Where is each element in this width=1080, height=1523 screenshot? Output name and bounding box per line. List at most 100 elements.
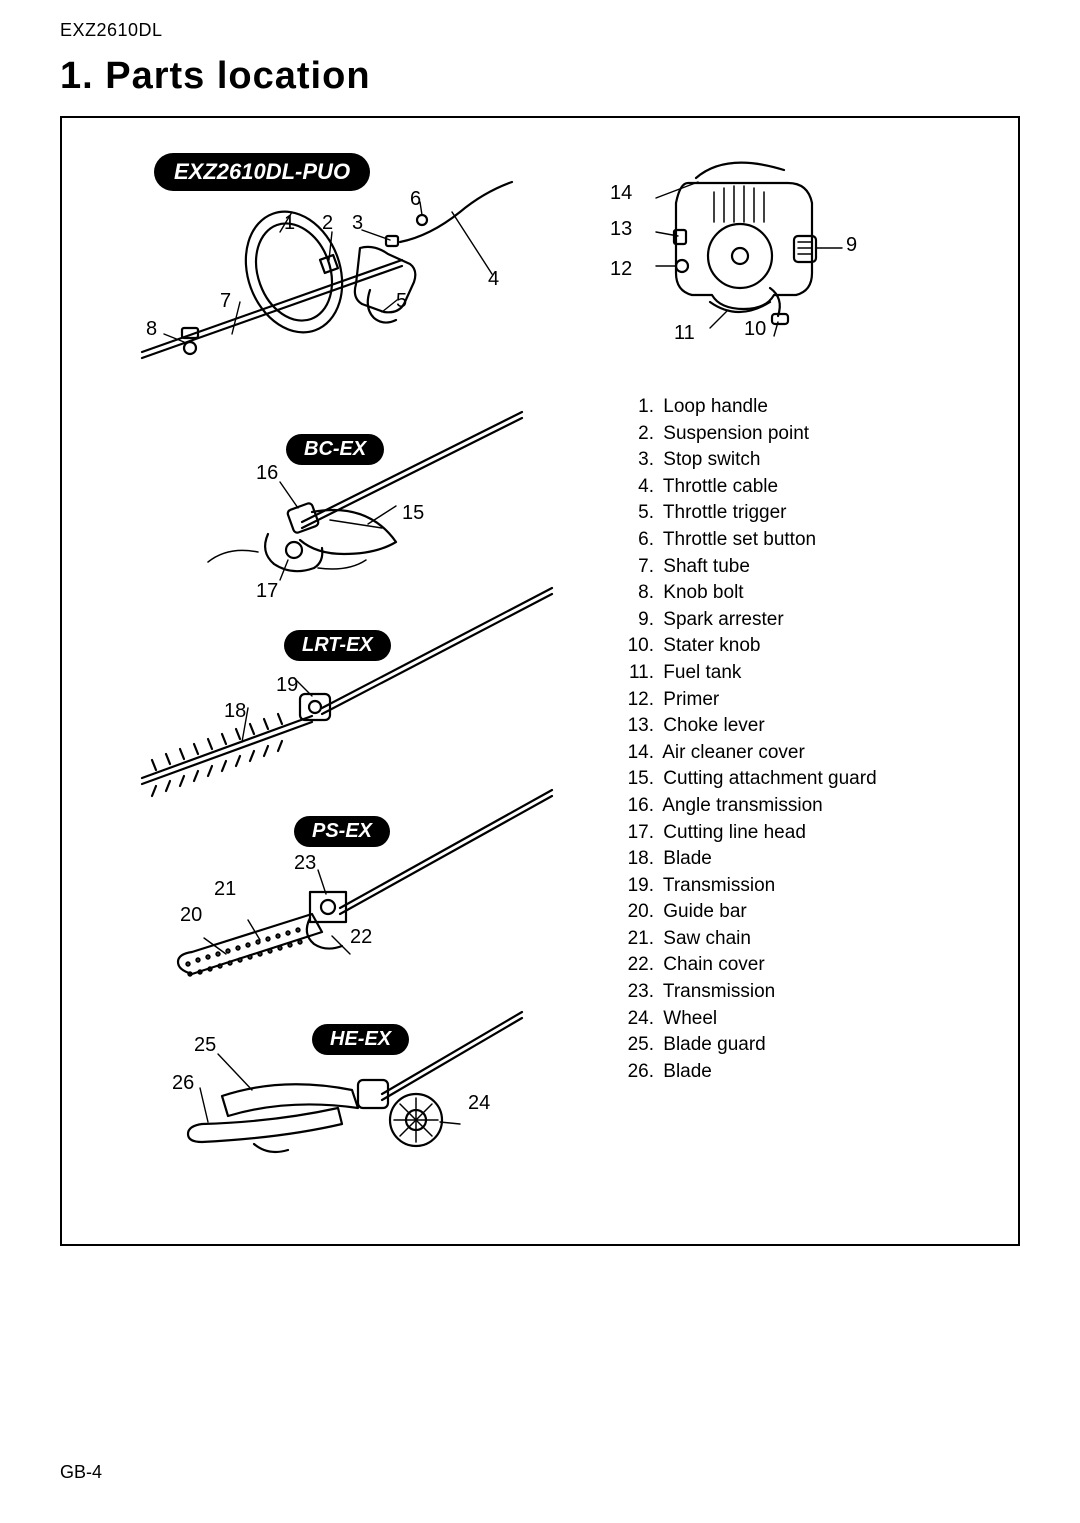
parts-list-row: 2. Suspension point (624, 421, 877, 448)
parts-list-num: 3. (624, 447, 654, 474)
callout-21: 21 (214, 878, 236, 901)
callout-4: 4 (488, 268, 499, 291)
parts-list-text: Blade (658, 1061, 712, 1082)
parts-list-row: 3. Stop switch (624, 447, 877, 474)
callout-18: 18 (224, 700, 246, 723)
parts-list-num: 19. (624, 873, 654, 900)
parts-list-text: Blade (658, 848, 712, 869)
parts-list-row: 24. Wheel (624, 1006, 877, 1033)
callout-20: 20 (180, 904, 202, 927)
parts-list-text: Throttle set button (658, 529, 816, 550)
parts-list-num: 23. (624, 979, 654, 1006)
parts-list-text: Air cleaner cover (658, 742, 805, 763)
parts-list-row: 23. Transmission (624, 979, 877, 1006)
parts-list-text: Throttle cable (658, 476, 778, 497)
parts-list-row: 1. Loop handle (624, 394, 877, 421)
callout-1: 1 (284, 212, 295, 235)
parts-list-text: Throttle trigger (658, 502, 786, 523)
parts-list-row: 16. Angle transmission (624, 793, 877, 820)
callout-2: 2 (322, 212, 333, 235)
parts-list-text: Transmission (658, 875, 775, 896)
parts-list-row: 20. Guide bar (624, 899, 877, 926)
parts-list-row: 12. Primer (624, 687, 877, 714)
callout-12: 12 (610, 258, 632, 281)
parts-list-row: 10. Stater knob (624, 633, 877, 660)
parts-list-row: 13. Choke lever (624, 713, 877, 740)
parts-list-num: 10. (624, 633, 654, 660)
parts-list-num: 18. (624, 846, 654, 873)
section-title: 1. Parts location (60, 55, 1020, 98)
figure-lrt (122, 578, 562, 798)
parts-list-num: 16. (624, 793, 654, 820)
parts-list-text: Cutting line head (658, 822, 806, 843)
parts-list-text: Knob bolt (658, 582, 744, 603)
parts-list-num: 6. (624, 527, 654, 554)
parts-list-text: Angle transmission (658, 795, 823, 816)
parts-list-num: 26. (624, 1059, 654, 1086)
header-model: EXZ2610DL (60, 20, 1020, 41)
callout-14: 14 (610, 182, 632, 205)
parts-list-num: 13. (624, 713, 654, 740)
parts-list-row: 21. Saw chain (624, 926, 877, 953)
callout-11: 11 (674, 322, 695, 345)
callout-8: 8 (146, 318, 157, 341)
callout-24: 24 (468, 1092, 490, 1115)
callout-25: 25 (194, 1034, 216, 1057)
callout-6: 6 (410, 188, 421, 211)
parts-list-row: 19. Transmission (624, 873, 877, 900)
callout-13: 13 (610, 218, 632, 241)
parts-list-num: 2. (624, 421, 654, 448)
parts-list-row: 8. Knob bolt (624, 580, 877, 607)
parts-list-text: Fuel tank (658, 662, 741, 683)
parts-list-num: 21. (624, 926, 654, 953)
parts-list-text: Guide bar (658, 901, 747, 922)
figure-powerhead (122, 152, 552, 382)
callout-23: 23 (294, 852, 316, 875)
parts-list-num: 5. (624, 500, 654, 527)
page-number: GB-4 (60, 1462, 102, 1483)
parts-list-num: 17. (624, 820, 654, 847)
callout-10: 10 (744, 318, 766, 341)
parts-list-num: 11. (624, 660, 654, 687)
parts-list-row: 11. Fuel tank (624, 660, 877, 687)
figure-ps (142, 778, 562, 998)
parts-list-num: 14. (624, 740, 654, 767)
parts-list-row: 25. Blade guard (624, 1032, 877, 1059)
callout-3: 3 (352, 212, 363, 235)
parts-list-row: 18. Blade (624, 846, 877, 873)
parts-list-num: 12. (624, 687, 654, 714)
parts-list: 1. Loop handle2. Suspension point3. Stop… (624, 394, 877, 1085)
callout-26: 26 (172, 1072, 194, 1095)
figure-bc (172, 402, 532, 602)
parts-list-row: 17. Cutting line head (624, 820, 877, 847)
parts-list-row: 5. Throttle trigger (624, 500, 877, 527)
parts-list-text: Suspension point (658, 423, 809, 444)
parts-list-row: 4. Throttle cable (624, 474, 877, 501)
manual-page: EXZ2610DL 1. Parts location EXZ2610DL-PU… (0, 0, 1080, 1523)
parts-list-num: 22. (624, 952, 654, 979)
callout-15: 15 (402, 502, 424, 525)
parts-list-text: Spark arrester (658, 609, 784, 630)
parts-list-row: 14. Air cleaner cover (624, 740, 877, 767)
callout-19: 19 (276, 674, 298, 697)
parts-list-text: Blade guard (658, 1034, 766, 1055)
parts-list-num: 1. (624, 394, 654, 421)
parts-list-row: 9. Spark arrester (624, 607, 877, 634)
parts-list-text: Saw chain (658, 928, 751, 949)
parts-list-text: Transmission (658, 981, 775, 1002)
parts-list-text: Primer (658, 689, 719, 710)
callout-7: 7 (220, 290, 231, 313)
diagram-box: EXZ2610DL-PUO (60, 116, 1020, 1246)
parts-list-num: 9. (624, 607, 654, 634)
callout-16: 16 (256, 462, 278, 485)
parts-list-row: 6. Throttle set button (624, 527, 877, 554)
callout-22: 22 (350, 926, 372, 949)
parts-list-num: 8. (624, 580, 654, 607)
parts-list-text: Cutting attachment guard (658, 768, 877, 789)
parts-list-text: Choke lever (658, 715, 765, 736)
parts-list-num: 15. (624, 766, 654, 793)
parts-list-row: 7. Shaft tube (624, 554, 877, 581)
callout-5: 5 (396, 290, 407, 313)
parts-list-row: 22. Chain cover (624, 952, 877, 979)
parts-list-row: 15. Cutting attachment guard (624, 766, 877, 793)
